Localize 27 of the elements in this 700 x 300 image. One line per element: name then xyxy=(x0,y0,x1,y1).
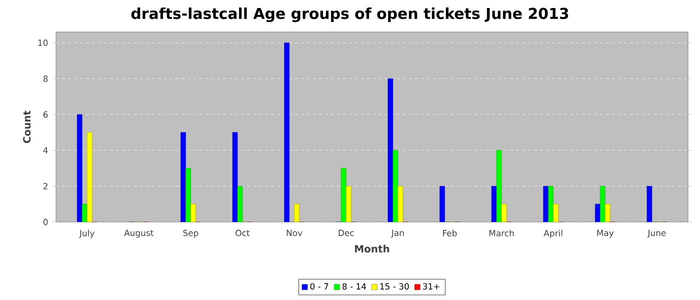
x-tick-label: August xyxy=(124,230,154,238)
y-tick-label: 4 xyxy=(43,147,48,154)
x-tick-label: July xyxy=(79,230,94,238)
x-axis-title: Month xyxy=(355,244,390,253)
x-tick-label: Oct xyxy=(236,230,250,236)
legend-label: 15 - 30 xyxy=(380,283,409,290)
chart-title: drafts-lastcall Age groups of open tickets June 2013 xyxy=(131,8,568,22)
legend-label: 31+ xyxy=(423,283,440,290)
y-tick-label: 8 xyxy=(43,75,48,82)
y-tick-label: 10 xyxy=(38,40,48,46)
x-tick-label: March xyxy=(489,230,514,236)
x-tick-label: June xyxy=(647,230,666,238)
bar xyxy=(284,42,290,222)
x-tick-label: April xyxy=(544,230,562,238)
x-tick-label: Jan xyxy=(390,230,404,238)
legend-label: 8 - 14 xyxy=(342,283,366,290)
x-tick-label: May xyxy=(597,230,614,238)
y-tick-label: 6 xyxy=(43,111,48,118)
y-axis-title: Count xyxy=(23,110,31,144)
x-tick-label: Sep xyxy=(183,230,198,238)
y-tick-label: 2 xyxy=(43,183,48,190)
x-tick-label: Nov xyxy=(286,230,302,236)
x-tick-label: Dec xyxy=(338,230,354,236)
legend-label: 0 - 7 xyxy=(310,283,328,290)
bar xyxy=(180,132,186,222)
x-tick-label: Feb xyxy=(443,230,457,236)
y-tick-label: 0 xyxy=(43,218,48,226)
